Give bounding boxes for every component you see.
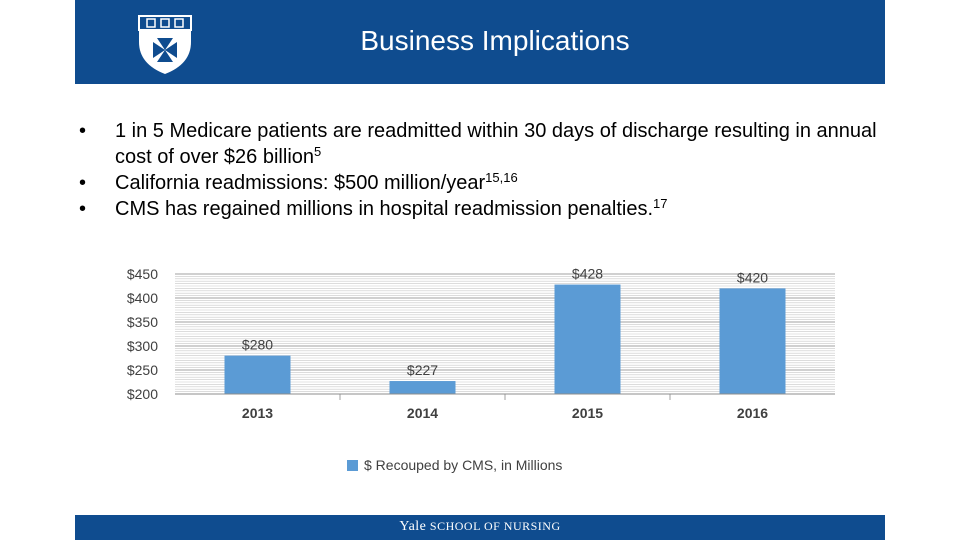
bar	[224, 355, 291, 394]
bar	[389, 381, 456, 394]
legend-swatch	[347, 460, 358, 471]
legend-label: $ Recouped by CMS, in Millions	[364, 457, 562, 473]
citation: 5	[314, 144, 322, 159]
bullet-item: California readmissions: $500 million/ye…	[79, 170, 880, 196]
x-tick-label: 2016	[737, 405, 768, 421]
bullet-text: CMS has regained millions in hospital re…	[115, 198, 654, 220]
footer-brand: Yale	[399, 519, 427, 534]
maltese-cross-shield-icon	[138, 15, 192, 74]
citation: 17	[653, 196, 668, 211]
footer-school: SCHOOL OF NURSING	[429, 519, 561, 533]
bar	[554, 284, 621, 394]
bullet-item: 1 in 5 Medicare patients are readmitted …	[79, 118, 880, 170]
bar-chart: $200 $250 $300 $350 $400 $450 $280 2013 $227 2014…	[127, 266, 835, 473]
bar	[719, 288, 786, 394]
data-label: $280	[242, 337, 273, 353]
y-tick-label: $350	[127, 314, 158, 330]
y-tick-label: $450	[127, 266, 158, 282]
bullet-list: 1 in 5 Medicare patients are readmitted …	[79, 118, 880, 222]
x-tick-label: 2015	[572, 405, 603, 421]
header-bar: Business Implications	[75, 0, 885, 84]
y-tick-label: $200	[127, 386, 158, 402]
footer-bar: Yale SCHOOL OF NURSING	[75, 515, 885, 540]
y-tick-label: $400	[127, 290, 158, 306]
page-title: Business Implications	[360, 25, 630, 56]
bullet-item: CMS has regained millions in hospital re…	[79, 196, 880, 222]
y-tick-label: $250	[127, 362, 158, 378]
x-tick-label: 2014	[407, 405, 438, 421]
bullet-text: 1 in 5 Medicare patients are readmitted …	[115, 120, 877, 168]
data-label: $420	[737, 269, 768, 285]
y-tick-label: $300	[127, 338, 158, 354]
x-tick-label: 2013	[242, 405, 273, 421]
footer-text: Yale SCHOOL OF NURSING	[75, 519, 885, 535]
bullet-text: California readmissions: $500 million/ye…	[115, 172, 486, 194]
data-label: $428	[572, 266, 603, 282]
data-label: $227	[407, 362, 438, 378]
citation: 15,16	[485, 170, 518, 185]
